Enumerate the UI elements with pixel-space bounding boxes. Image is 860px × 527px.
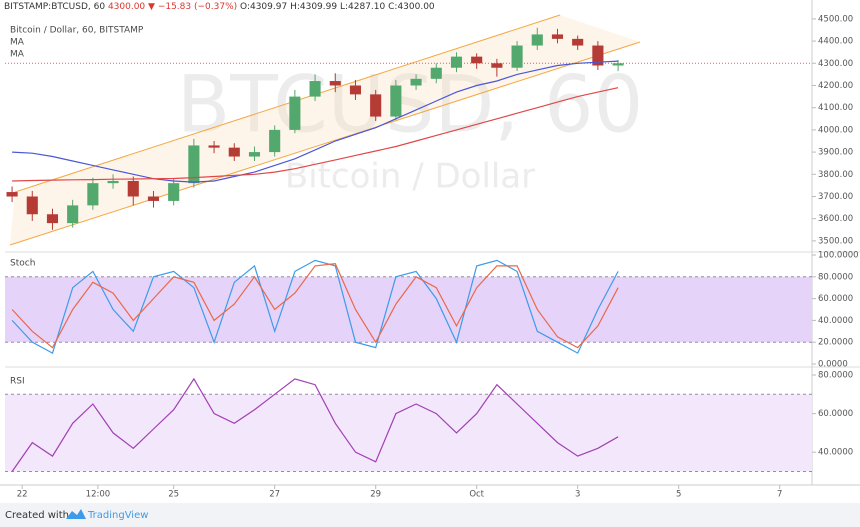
- channel-line: [14, 14, 561, 193]
- ohlc-low: L:4287.10: [340, 2, 386, 12]
- candle-body: [269, 129, 281, 153]
- series-line: [12, 60, 619, 183]
- candle-body: [228, 147, 240, 157]
- y-tick-label: 4400.00: [818, 37, 853, 47]
- y-tick-label: 3600.00: [818, 214, 853, 224]
- brand-name[interactable]: TradingView: [87, 510, 148, 521]
- candle-body: [349, 85, 362, 95]
- candle-body: [370, 94, 382, 117]
- symbol: BITSTAMP:BTCUSD, 60: [4, 2, 105, 12]
- y-tick-label: 3800.00: [818, 170, 853, 180]
- candle-body: [6, 192, 18, 197]
- change: ▼ −15.83 (−0.37%): [148, 2, 237, 12]
- candle-body: [147, 196, 160, 201]
- legend-entry: MA: [10, 38, 25, 48]
- x-tick-label: 3: [575, 490, 580, 500]
- series-line: [12, 87, 619, 182]
- candle-body: [67, 205, 79, 224]
- brand-logo: [66, 509, 86, 519]
- y-tick-label: 3900.00: [818, 148, 853, 158]
- y-tick-label: 40.0000: [818, 448, 853, 458]
- channel-fill: [10, 15, 640, 245]
- candle-body: [592, 45, 604, 66]
- legend-title: Bitcoin / Dollar, 60, BITSTAMP: [10, 26, 144, 36]
- legend-entry: MA: [10, 50, 25, 60]
- footer-text: Created with: [5, 510, 69, 521]
- header: BITSTAMP:BTCUSD, 60 4300.00 ▼ −15.83 (−0…: [4, 2, 435, 12]
- candle-body: [491, 63, 503, 68]
- watermark-subtitle: Bitcoin / Dollar: [285, 157, 535, 197]
- watermark: BTCUSD, 60: [177, 60, 644, 150]
- y-tick-label: 4200.00: [818, 81, 853, 91]
- y-tick-label: 60.0000: [818, 294, 853, 304]
- x-tick-label: 7: [777, 490, 782, 500]
- x-tick-label: 29: [370, 490, 381, 500]
- y-tick-label: 60.0000: [818, 409, 853, 419]
- candle-body: [168, 183, 180, 201]
- candle-body: [127, 180, 139, 197]
- x-tick-label: 25: [168, 490, 179, 500]
- candle-body: [430, 67, 442, 79]
- y-tick-label: 80.0000: [818, 272, 853, 282]
- x-tick-label: 22: [17, 490, 28, 500]
- last-price: 4300.00: [108, 2, 145, 12]
- series-line: [11, 259, 619, 354]
- y-tick-label: 3500.00: [818, 236, 853, 246]
- y-tick-label: 20.0000: [818, 338, 853, 348]
- pane-title: Stoch: [10, 259, 35, 269]
- ohlc-high: H:4309.99: [290, 2, 337, 12]
- watermark-group: BTCUSD, 60 Bitcoin / Dollar: [177, 60, 644, 196]
- candle-body: [572, 38, 584, 46]
- band: [5, 394, 812, 472]
- y-tick-label: 3700.00: [818, 192, 853, 202]
- pane-title: RSI: [10, 377, 25, 387]
- candle-body: [309, 81, 321, 97]
- candle-body: [87, 183, 99, 206]
- candle-body: [208, 145, 220, 148]
- y-tick-label: 4500.00: [818, 14, 853, 24]
- candle-body: [46, 214, 59, 224]
- x-tick-label: 12:00: [86, 490, 111, 500]
- ohlc-close: C:4300.00: [388, 2, 435, 12]
- channel-line: [9, 41, 641, 246]
- x-tick-label: 27: [269, 490, 280, 500]
- candle-body: [531, 34, 543, 46]
- candle-body: [551, 34, 564, 39]
- candle-body: [248, 152, 261, 157]
- candle-body: [390, 85, 402, 117]
- series-line: [11, 263, 619, 349]
- candle-body: [511, 45, 523, 68]
- candle-body: [612, 63, 624, 66]
- candle-body: [107, 180, 119, 184]
- y-tick-label: 4300.00: [818, 59, 853, 69]
- y-tick-label: 4000.00: [818, 125, 853, 135]
- candle-body: [289, 96, 301, 130]
- footer-bar: [0, 503, 860, 527]
- y-tick-label: 100.0000: [818, 251, 859, 261]
- x-tick-label: Oct: [469, 490, 484, 500]
- y-tick-label: 80.0000: [818, 371, 853, 381]
- candle-body: [329, 81, 341, 86]
- ohlc-open: O:4309.97: [240, 2, 287, 12]
- y-tick-label: 0.0000: [818, 360, 848, 370]
- candle-body: [26, 196, 38, 215]
- candle-body: [410, 78, 422, 86]
- y-tick-label: 40.0000: [818, 316, 853, 326]
- y-tick-label: 4100.00: [818, 103, 853, 113]
- series-line: [11, 377, 619, 472]
- x-tick-label: 5: [676, 490, 681, 500]
- candle-body: [450, 56, 463, 68]
- candle-body: [471, 56, 483, 64]
- candle-body: [188, 145, 200, 184]
